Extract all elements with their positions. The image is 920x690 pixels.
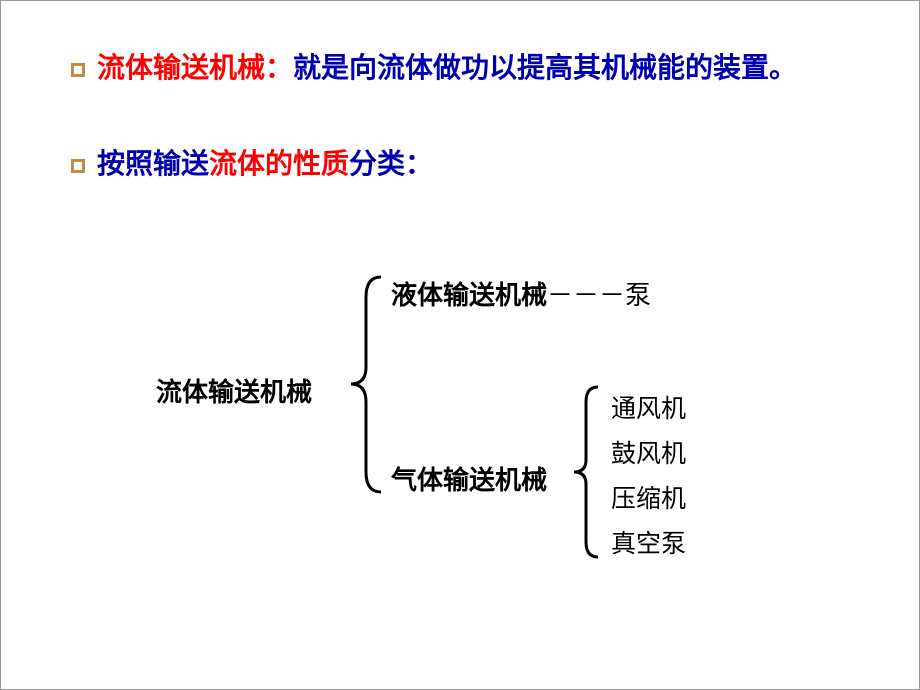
paragraph-1: 流体输送机械：就是向流体做功以提高其机械能的装置。 [97,41,797,94]
bullet-square-icon [71,63,85,77]
root-label: 流体输送机械 [156,372,312,409]
para2-suffix: 分类： [349,148,433,179]
leaf-fan: 通风机 [611,387,686,432]
child-gas: 气体输送机械 [391,460,547,497]
leaf-compressor: 压缩机 [611,477,686,522]
definition-text: 就是向流体做功以提高其机械能的装置。 [293,52,797,83]
leaf-group: 通风机 鼓风机 压缩机 真空泵 [611,387,686,567]
paragraph-2: 按照输送流体的性质分类： [97,142,433,187]
leaf-vacuum: 真空泵 [611,522,686,567]
child-liquid: 液体输送机械－－－泵 [391,275,651,312]
leaf-blower: 鼓风机 [611,432,686,477]
slide-content: 流体输送机械：就是向流体做功以提高其机械能的装置。 按照输送流体的性质分类： 流… [1,1,919,612]
brace-icon-large [341,272,391,497]
bullet-line-2: 按照输送流体的性质分类： [71,142,869,187]
para2-red: 流体的性质 [209,148,349,179]
para2-prefix: 按照输送 [97,148,209,179]
child1-label: 液体输送机械 [391,280,547,310]
child1-suffix: －－－泵 [547,280,651,310]
bullet-square-icon [71,159,85,173]
bullet-line-1: 流体输送机械：就是向流体做功以提高其机械能的装置。 [71,41,869,94]
term-text: 流体输送机械： [97,52,293,83]
classification-diagram: 流体输送机械 液体输送机械－－－泵 气体输送机械 通风机 鼓风机 压缩机 真空泵 [71,242,869,572]
brace-icon-small [566,382,606,562]
